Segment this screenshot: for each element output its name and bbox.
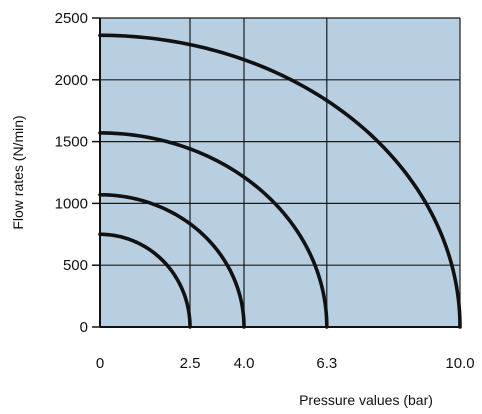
y-tick-label: 1500 — [55, 134, 88, 151]
y-tick-labels: 0 500 1000 1500 2000 2500 — [55, 10, 88, 336]
y-tick-label: 2500 — [55, 10, 88, 27]
plot-area — [100, 18, 460, 327]
curves — [98, 33, 462, 329]
y-tick-label: 2000 — [55, 72, 88, 89]
y-tick-label: 1000 — [55, 195, 88, 212]
x-tick-label: 2.5 — [180, 355, 201, 372]
y-tick-label: 0 — [80, 319, 88, 336]
x-axis-title: Pressure values (bar) — [299, 392, 433, 408]
curve-1 — [98, 232, 192, 329]
curve-2 — [98, 192, 246, 329]
curve-3 — [98, 131, 329, 329]
x-tick-labels: 0 2.5 4.0 6.3 10.0 — [96, 355, 475, 372]
x-tick-label: 10.0 — [445, 355, 474, 372]
curve-4 — [98, 33, 462, 329]
grid-lines — [99, 17, 461, 328]
y-tick-label: 500 — [63, 257, 88, 274]
x-tick-label: 4.0 — [234, 355, 255, 372]
x-tick-label: 0 — [96, 355, 104, 372]
y-axis-title: Flow rates (N/min) — [10, 115, 26, 229]
axes — [92, 17, 460, 328]
x-tick-label: 6.3 — [316, 355, 337, 372]
